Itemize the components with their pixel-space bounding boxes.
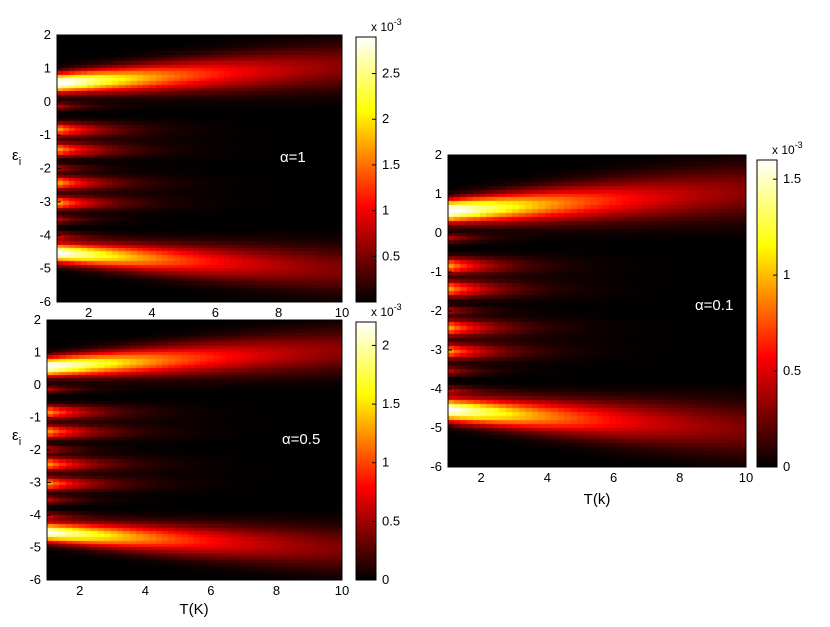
y-tick-label: -5 [430,420,442,435]
y-tick-label: -4 [430,381,442,396]
colorbar-tick-label: 0 [783,459,790,474]
y-tick-label: -1 [39,127,51,142]
y-tick-label: 1 [34,345,41,360]
y-tick-label: 0 [44,94,51,109]
heatmap-canvas [448,155,746,467]
heatmap-panel-alpha-1: 2 4 6 8 10 -6 -5 -4 -3 -2 -1 0 1 2 α=1 εi 0.5 1 1.5 2 2.5… [12,17,402,320]
y-tick-label: -6 [29,572,41,587]
x-tick-label: 4 [544,470,551,485]
heatmap-panel-alpha-0.1: 2 4 6 8 10 -6 -5 -4 -3 -2 -1 0 1 2 α=0.1 T(k) 0 0.5 1 1.… [430,140,802,508]
y-tick-label: -2 [29,442,41,457]
axes: 2 4 6 8 10 -6 -5 -4 -3 -2 -1 0 1 2 [29,312,349,598]
y-axis-label: εi [12,427,21,448]
colorbar-gradient [355,36,377,303]
y-tick-label: -4 [39,227,51,242]
y-tick-label: 2 [44,27,51,42]
y-tick-label: -1 [29,410,41,425]
x-axis-label: T(k) [584,491,611,508]
annotation: α=1 [280,149,306,166]
annotation: α=0.1 [695,297,733,314]
y-tick-label: -6 [430,459,442,474]
y-tick-label: -5 [39,261,51,276]
x-tick-label: 10 [335,305,349,320]
x-tick-label: 4 [148,305,155,320]
x-tick-label: 8 [273,583,280,598]
y-tick-label: -3 [430,342,442,357]
y-tick-label: 1 [435,186,442,201]
y-tick-label: -5 [29,540,41,555]
colorbar-tick-label: 1.5 [382,157,400,172]
y-tick-label: -2 [39,161,51,176]
y-tick-label: 1 [44,60,51,75]
x-tick-label: 4 [142,583,149,598]
colorbar-exponent: x 10-3 [371,17,402,34]
x-tick-label: 6 [207,583,214,598]
heatmap-canvas [57,35,342,302]
colorbar-tick-label: 1 [382,455,389,470]
x-tick-label: 6 [212,305,219,320]
colorbar-tick-label: 1.5 [783,171,801,186]
colorbar-tick-label: 0 [382,572,389,587]
y-tick-label: 0 [34,377,41,392]
colorbar-gradient [756,159,778,468]
y-tick-label: -1 [430,264,442,279]
x-tick-label: 2 [76,583,83,598]
y-tick-label: -6 [39,294,51,309]
x-tick-label: 2 [477,470,484,485]
colorbar-tick-label: 0.5 [783,363,801,378]
annotation: α=0.5 [282,431,320,448]
colorbar-exponent: x 10-3 [371,302,402,319]
x-axis-label: T(K) [179,601,208,618]
colorbar-tick-label: 0.5 [382,513,400,528]
colorbar: 0.5 1 1.5 2 2.5 x 10-3 [355,17,402,303]
y-tick-label: -3 [29,475,41,490]
colorbar: 0 0.5 1 1.5 x 10-3 [756,140,803,474]
colorbar-gradient [355,321,377,581]
heatmap-canvas [47,320,342,580]
y-tick-label: 2 [34,312,41,327]
colorbar-tick-label: 2 [382,111,389,126]
colorbar-tick-label: 1.5 [382,396,400,411]
axes: 2 4 6 8 10 -6 -5 -4 -3 -2 -1 0 1 2 [39,27,349,320]
x-tick-label: 2 [85,305,92,320]
y-tick-label: -4 [29,507,41,522]
colorbar-tick-label: 2 [382,337,389,352]
colorbar-tick-label: 0.5 [382,248,400,263]
colorbar: 0 0.5 1 1.5 2 x 10-3 [355,302,402,587]
y-tick-label: 0 [435,225,442,240]
x-tick-label: 10 [739,470,753,485]
x-tick-label: 10 [335,583,349,598]
heatmap-panel-alpha-0.5: 2 4 6 8 10 -6 -5 -4 -3 -2 -1 0 1 2 α=0.5 εi T(K) 0 0.5… [12,302,402,618]
y-axis-label: εi [12,147,21,168]
y-tick-label: -3 [39,194,51,209]
x-tick-label: 8 [676,470,683,485]
colorbar-tick-label: 2.5 [382,66,400,81]
colorbar-exponent: x 10-3 [772,140,803,157]
colorbar-tick-label: 1 [382,203,389,218]
x-tick-label: 6 [610,470,617,485]
x-tick-label: 8 [275,305,282,320]
y-tick-label: 2 [435,147,442,162]
axes: 2 4 6 8 10 -6 -5 -4 -3 -2 -1 0 1 2 [430,147,753,485]
colorbar-tick-label: 1 [783,267,790,282]
y-tick-label: -2 [430,303,442,318]
